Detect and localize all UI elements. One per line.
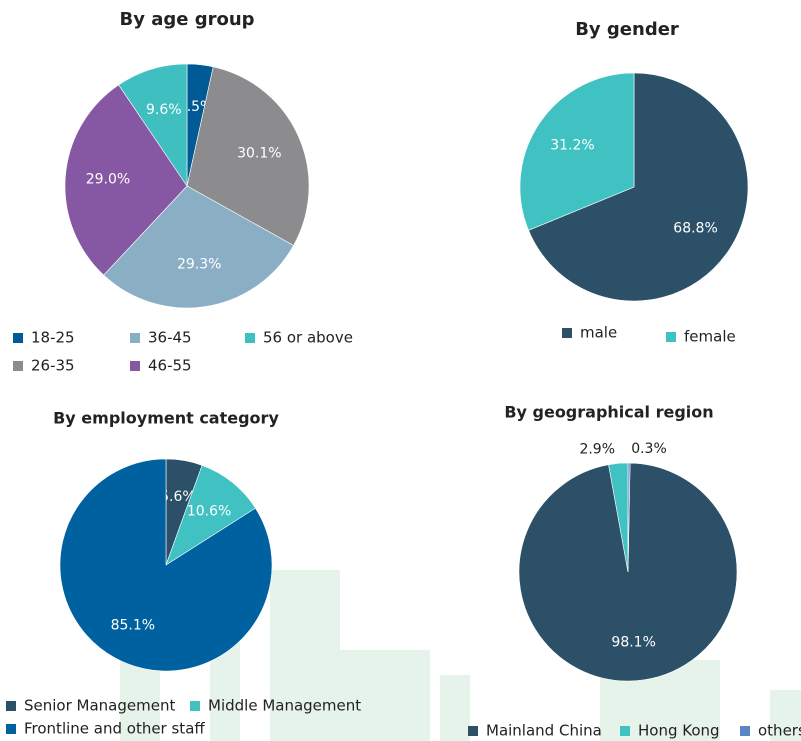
legend-swatch — [13, 361, 23, 371]
legend-swatch — [468, 726, 478, 736]
data-label: 68.8% — [673, 220, 717, 236]
legend-label: Senior Management — [24, 697, 175, 715]
legend-label: Frontline and other staff — [24, 720, 205, 738]
data-label: 29.3% — [177, 256, 221, 272]
legend-label: female — [684, 328, 736, 346]
data-label: 98.1% — [611, 635, 655, 651]
legend-label: Hong Kong — [638, 722, 720, 740]
legend-label: Middle Management — [208, 697, 361, 715]
data-label: 30.1% — [237, 145, 281, 161]
legend-label: 36-45 — [148, 329, 192, 347]
data-label: 0.3% — [631, 441, 667, 457]
legend-swatch — [740, 726, 750, 736]
legend-swatch — [620, 726, 630, 736]
data-label: 31.2% — [550, 138, 594, 154]
legend-swatch — [6, 701, 16, 711]
legend-swatch — [245, 333, 255, 343]
chart-title: By geographical region — [504, 403, 713, 422]
legend-label: male — [580, 324, 617, 342]
data-label: 9.6% — [146, 102, 182, 118]
chart-page: By age group3.5%30.1%29.3%29.0%9.6%18-25… — [0, 0, 801, 741]
data-label: 10.6% — [187, 503, 231, 519]
legend-label: 56 or above — [263, 329, 353, 347]
legend-label: 26-35 — [31, 357, 75, 375]
legend-label: Mainland China — [486, 722, 602, 740]
legend-swatch — [190, 701, 200, 711]
legend-swatch — [562, 328, 572, 338]
data-label: 85.1% — [111, 617, 155, 633]
data-label: 2.9% — [579, 441, 615, 457]
legend-swatch — [666, 332, 676, 342]
legend-swatch — [130, 333, 140, 343]
legend-label: 18-25 — [31, 329, 75, 347]
chart-title: By age group — [119, 9, 254, 30]
data-label: 29.0% — [86, 172, 130, 188]
legend-label: 46-55 — [148, 357, 192, 375]
legend-swatch — [130, 361, 140, 371]
legend-swatch — [13, 333, 23, 343]
chart-title: By employment category — [53, 409, 279, 428]
legend-swatch — [6, 724, 16, 734]
chart-title: By gender — [575, 19, 679, 40]
